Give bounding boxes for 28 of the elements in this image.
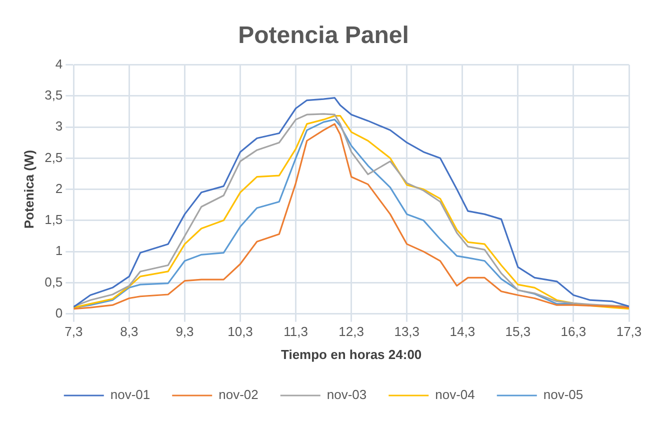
y-tick-label: 2 [55,180,63,196]
x-tick-label: 10,3 [228,324,253,340]
y-tick-label: 3,5 [44,88,63,103]
y-tick-label: 1,5 [44,212,63,228]
x-tick-label: 16,3 [560,324,586,340]
y-axis-title: Potenica (W) [21,150,36,229]
x-tick-label: 8,3 [120,324,138,340]
y-tick-label: 1 [55,243,63,258]
legend-label: nov-03 [326,387,367,402]
legend-label: nov-05 [543,387,584,402]
chart-title: Potencia Panel [238,22,409,50]
x-tick-label: 11,3 [284,324,308,340]
x-tick-label: 17,3 [616,324,642,340]
legend-label: nov-02 [218,387,258,402]
x-tick-label: 13,3 [394,324,420,340]
y-tick-label: 2,5 [44,150,63,165]
legend-label: nov-04 [435,387,475,402]
x-tick-label: 15,3 [505,324,531,340]
x-tick-label: 9,3 [176,324,194,340]
y-tick-label: 0,5 [44,274,63,290]
x-axis-title: Tiempo en horas 24:00 [281,346,422,362]
x-tick-label: 7,3 [64,324,83,340]
y-tick-label: 0 [55,305,63,320]
y-tick-label: 3 [55,118,63,134]
legend-label: nov-01 [110,387,150,402]
x-tick-label: 14,3 [450,324,476,340]
y-tick-label: 4 [55,56,63,72]
x-tick-label: 12,3 [338,324,364,340]
